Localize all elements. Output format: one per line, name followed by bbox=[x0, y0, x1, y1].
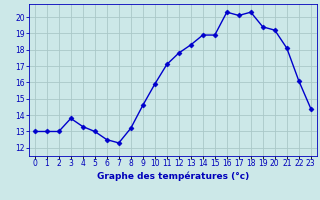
X-axis label: Graphe des températures (°c): Graphe des températures (°c) bbox=[97, 171, 249, 181]
